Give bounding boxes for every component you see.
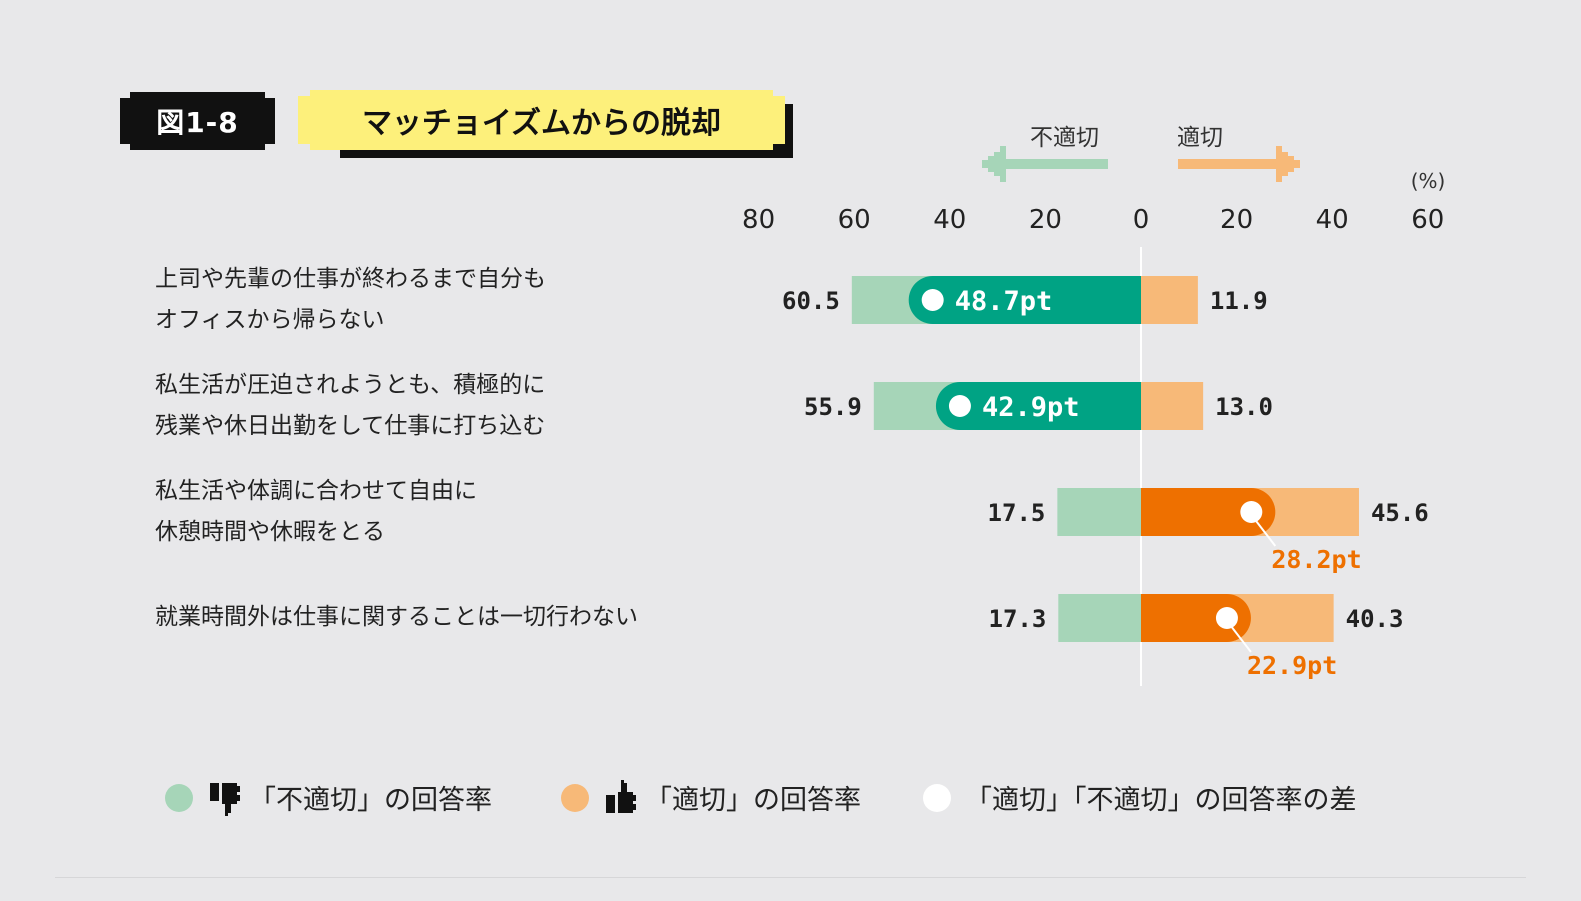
legend-label: 「適切」の回答率 <box>645 785 861 816</box>
legend-swatch <box>923 783 951 812</box>
legend-item-difference: 「適切」「不適切」の回答率の差 <box>923 778 1357 817</box>
bar-label-inappropriate: 60.5 <box>782 287 840 315</box>
arrow-left-icon <box>982 146 1108 182</box>
difference-dot <box>1240 501 1263 523</box>
row-label-4: 就業時間外は仕事に関することは一切行わない <box>155 604 638 630</box>
legend-swatch <box>561 783 589 812</box>
axis-tick-label: 40 <box>933 205 966 235</box>
thumbs-down-icon <box>207 780 243 816</box>
bar-difference <box>1141 594 1251 642</box>
legend-swatch <box>165 783 193 812</box>
bar-difference <box>908 276 1141 324</box>
arrow-right-icon <box>1178 146 1300 182</box>
legend-item-inappropriate: 「不適切」の回答率 <box>165 778 492 817</box>
axis-tick-label: 20 <box>1220 205 1253 235</box>
bar-appropriate <box>1141 382 1204 430</box>
bar-difference <box>1141 488 1276 536</box>
difference-label: 22.9pt <box>1247 651 1337 680</box>
bar-label-appropriate: 40.3 <box>1346 605 1404 633</box>
bar-difference <box>935 382 1141 431</box>
axis-tick-label: 20 <box>1029 205 1062 235</box>
legend-label: 「適切」「不適切」の回答率の差 <box>965 785 1357 816</box>
difference-label: 28.2pt <box>1271 545 1361 574</box>
bar-label-inappropriate: 17.5 <box>988 499 1046 527</box>
thumbs-up-icon <box>603 779 639 816</box>
unit-label: (%) <box>1411 169 1446 193</box>
difference-leader-line <box>1230 625 1252 653</box>
axis-tick-label: 0 <box>1133 205 1150 235</box>
axis-tick-label: 40 <box>1316 205 1349 235</box>
bottom-divider <box>55 877 1526 878</box>
difference-dot <box>921 289 944 311</box>
direction-right-label: 適切 <box>1177 125 1223 151</box>
axis-tick-label: 60 <box>838 205 871 235</box>
bar-label-appropriate: 45.6 <box>1371 499 1429 527</box>
row-label-3: 私生活や体調に合わせて自由に 休憩時間や休暇をとる <box>155 478 477 545</box>
difference-dot <box>948 395 971 417</box>
difference-label: 42.9pt <box>982 392 1080 423</box>
difference-label: 48.7pt <box>955 286 1053 317</box>
bar-label-appropriate: 11.9 <box>1210 287 1268 315</box>
bar-label-appropriate: 13.0 <box>1215 393 1273 421</box>
bar-inappropriate <box>1058 594 1141 642</box>
axis-tick-label: 80 <box>742 205 775 235</box>
legend-label: 「不適切」の回答率 <box>249 785 492 816</box>
chart-title: マッチョイズムからの脱却 <box>298 90 785 150</box>
title-banner: マッチョイズムからの脱却 <box>298 90 793 158</box>
bar-inappropriate <box>1057 488 1141 536</box>
figure-badge: 図1-8 <box>120 92 275 150</box>
bars-group: 60.5 11.9 48.7pt 55.9 13.0 42.9pt 17.5 45.6 28.2… <box>782 276 1429 680</box>
direction-left-label: 不適切 <box>1030 125 1099 151</box>
difference-leader-line <box>1254 519 1277 547</box>
difference-dot <box>1215 607 1238 629</box>
bar-appropriate <box>1141 276 1198 324</box>
bar-label-inappropriate: 55.9 <box>804 393 862 421</box>
row-label-1: 上司や先輩の仕事が終わるまで自分も オフィスから帰らない <box>155 266 546 333</box>
axis-tick-label: 60 <box>1411 205 1444 235</box>
bar-label-inappropriate: 17.3 <box>989 605 1047 633</box>
row-label-2: 私生活が圧迫されようとも、積極的に 残業や休日出勤をして仕事に打ち込む <box>155 372 546 439</box>
legend-item-appropriate: 「適切」の回答率 <box>561 778 861 817</box>
axis-ticks: 80 60 40 20 0 20 40 60 <box>742 205 1444 235</box>
